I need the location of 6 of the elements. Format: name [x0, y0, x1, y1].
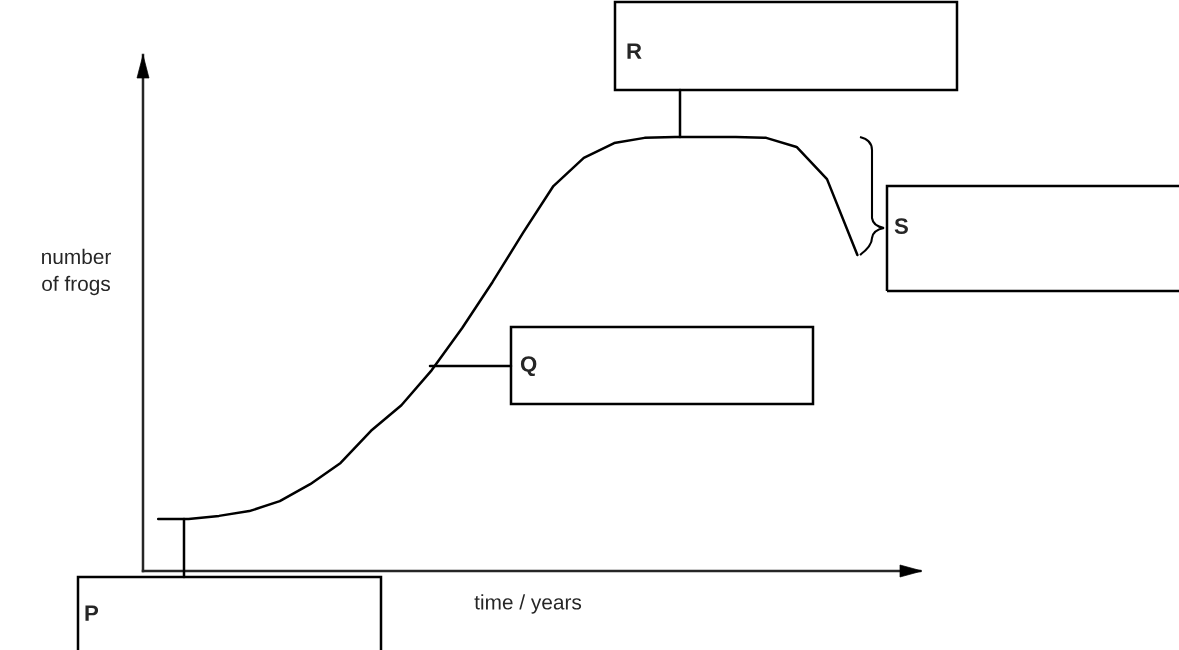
y-axis-title: number of frogs	[42, 248, 111, 296]
text: P	[85, 605, 99, 621]
x-axis-title: time / years	[474, 594, 582, 614]
annotation: Q	[520, 356, 537, 377]
text: S	[894, 218, 908, 234]
text: R	[627, 43, 642, 59]
